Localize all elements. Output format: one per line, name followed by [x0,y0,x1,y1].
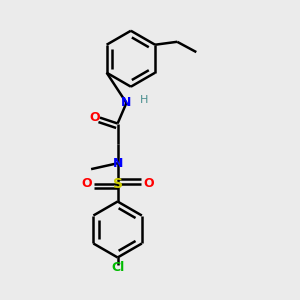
Text: O: O [143,177,154,190]
Text: O: O [81,177,92,190]
Text: N: N [121,96,132,110]
Text: H: H [140,95,148,105]
Text: Cl: Cl [111,261,124,274]
Text: N: N [112,157,123,170]
Text: S: S [112,177,123,191]
Text: O: O [89,111,100,124]
